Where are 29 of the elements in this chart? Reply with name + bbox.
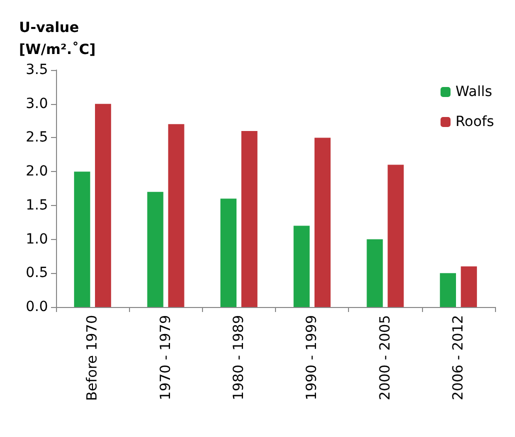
- bar: [440, 273, 456, 307]
- x-tick-label: 1970 - 1979: [158, 315, 174, 400]
- bar: [147, 192, 164, 307]
- legend-label: Walls: [456, 84, 492, 100]
- y-tick-label: 1.5: [26, 197, 48, 214]
- y-tick-label: 2.5: [26, 130, 48, 146]
- bar: [168, 124, 184, 307]
- bar: [74, 172, 90, 307]
- y-tick-label: 3.0: [26, 96, 48, 112]
- bar: [95, 104, 112, 307]
- x-tick-label: Before 1970: [84, 315, 101, 401]
- legend-label: Roofs: [456, 114, 494, 130]
- bar: [366, 239, 383, 307]
- x-tick-label: 1990 - 1999: [304, 315, 320, 400]
- y-tick-label: 0.0: [26, 299, 48, 315]
- x-tick-label: 1980 - 1989: [230, 315, 247, 400]
- bar: [460, 266, 477, 307]
- x-tick-label: 2000 - 2005: [377, 315, 394, 400]
- x-tick-label: 2006 - 2012: [450, 315, 466, 400]
- y-tick-label: 1.0: [26, 231, 48, 248]
- y-tick-label: 3.5: [26, 62, 48, 78]
- y-tick-label: 0.5: [26, 265, 48, 282]
- bar: [220, 198, 236, 307]
- bar: [294, 226, 310, 307]
- bar: [388, 164, 404, 307]
- y-tick-label: 2.0: [26, 164, 48, 180]
- bar: [314, 138, 331, 307]
- y-axis-title: U-value [W/m².˚C]: [19, 20, 96, 58]
- bar: [241, 130, 258, 307]
